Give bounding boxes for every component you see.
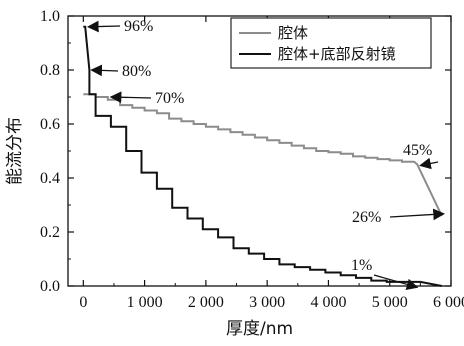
x-tick-label: 0 [79,294,87,311]
y-tick-label: 0.4 [40,170,60,187]
annotation-label: 26% [352,209,381,226]
annotation-arrow [419,157,439,170]
annotation-label: 70% [155,90,184,107]
y-tick-label: 0.0 [40,278,60,295]
annotation-arrow [373,274,419,291]
x-tick-label: 1 000 [127,294,163,311]
annotation-label: 96% [124,18,153,35]
annotation-label: 1% [351,257,372,274]
annotation-arrow [90,64,119,77]
annotation-label: 80% [122,63,151,80]
y-tick-label: 0.2 [40,224,60,241]
annotation-label: 45% [403,142,432,159]
annotation-arrow [86,20,121,33]
x-tick-label: 4 000 [310,294,346,311]
series-line-0 [83,93,443,217]
x-tick-label: 2 000 [188,294,224,311]
x-axis-title: 厚度/nm [226,319,293,339]
x-tick-label: 6 000 [433,294,464,311]
y-axis-title: 能流分布 [5,117,25,185]
legend-label: 腔体 [278,24,308,42]
x-tick-label: 3 000 [249,294,285,311]
y-tick-label: 1.0 [40,8,60,25]
annotation-arrow [389,208,445,221]
y-tick-label: 0.8 [40,62,60,79]
legend-label: 腔体+底部反射镜 [278,45,396,63]
y-tick-label: 0.6 [40,116,60,133]
series-line-1 [83,25,442,287]
legend-box [230,17,432,69]
x-tick-label: 5 000 [372,294,408,311]
annotation-arrow [109,91,152,104]
